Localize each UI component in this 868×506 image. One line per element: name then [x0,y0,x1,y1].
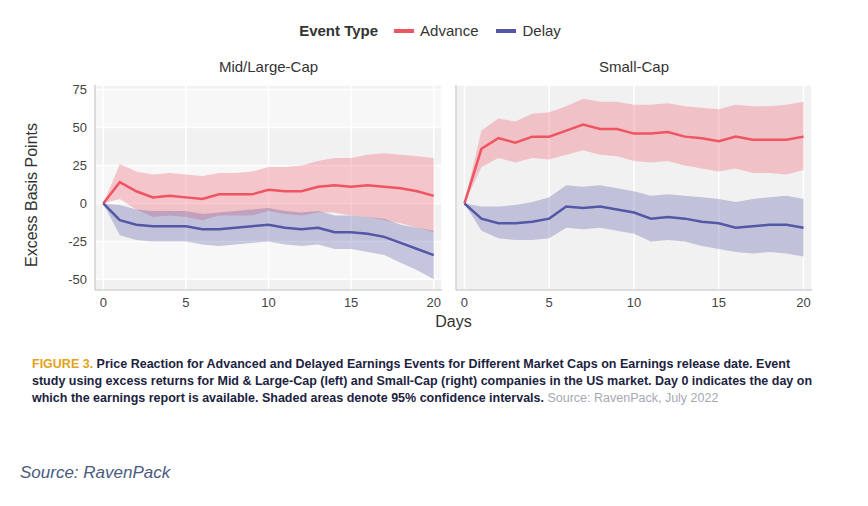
html-text:Source: RavenPack: Source: RavenPack [20,463,171,482]
svg-text:25: 25 [73,158,87,173]
svg-text:10: 10 [627,295,641,310]
svg-text:15: 15 [344,295,358,310]
svg-text:0: 0 [80,196,87,211]
svg-text:20: 20 [427,295,441,310]
html-text:Delay: Delay [522,22,561,39]
svg-text:75: 75 [73,82,87,97]
svg-text:-25: -25 [68,234,87,249]
svg-text:20: 20 [796,295,810,310]
html-text:Small-Cap: Small-Cap [599,58,669,75]
html-text:FIGURE 3. Price Reaction for A: FIGURE 3. Price Reaction for Advanced an… [32,357,812,405]
svg-text:-50: -50 [68,272,87,287]
svg-text:0: 0 [461,295,468,310]
svg-text:15: 15 [712,295,726,310]
html-text:Mid/Large-Cap: Mid/Large-Cap [218,58,319,75]
svg-text:50: 50 [73,120,87,135]
html-text:Excess Basis Points: Excess Basis Points [23,123,40,267]
html-text:Advance: Advance [420,22,479,39]
svg-text:5: 5 [182,295,189,310]
svg-text:0: 0 [100,295,107,310]
html-text:Days: Days [435,313,472,330]
html-text:Event Type: Event Type [299,22,379,39]
svg-text:10: 10 [261,295,275,310]
svg-text:5: 5 [546,295,553,310]
